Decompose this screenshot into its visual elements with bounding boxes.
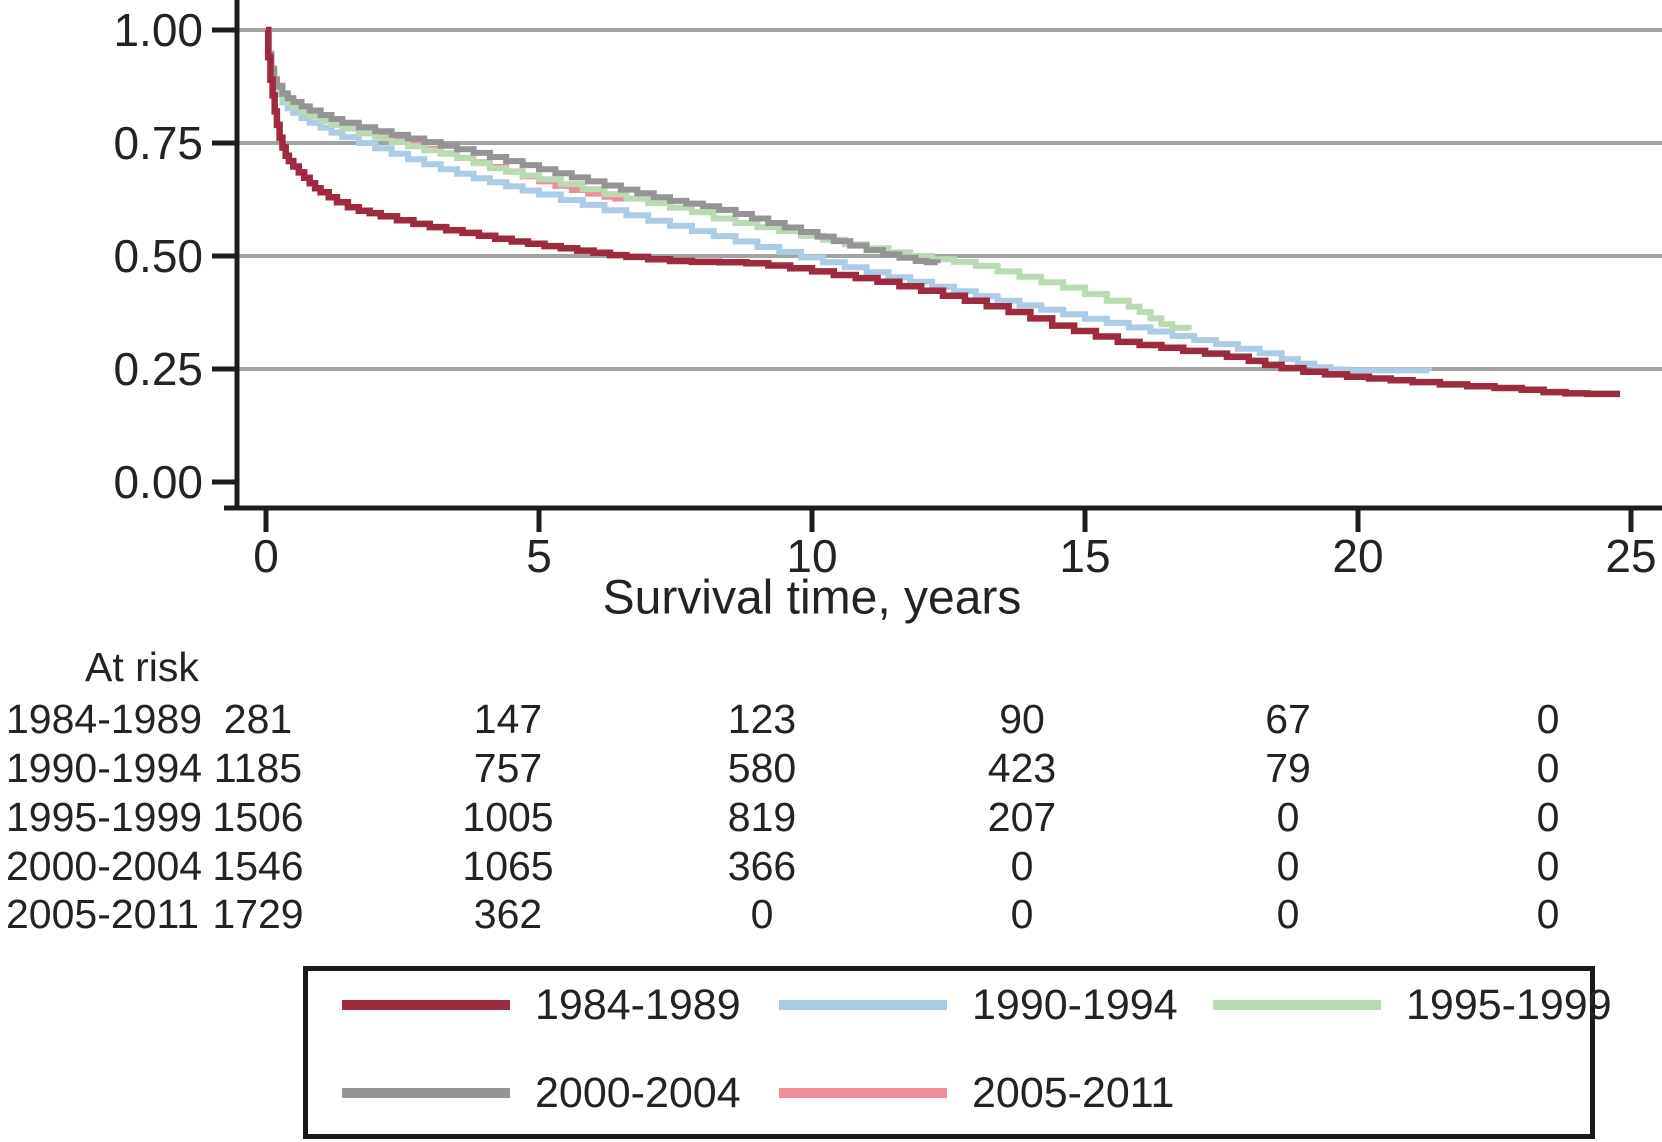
legend-swatch-2000-2004-icon	[342, 1088, 510, 1098]
at-risk-value: 0	[1277, 891, 1300, 937]
y-tick-label: 0.25	[113, 343, 203, 395]
legend-swatch-1990-1994-icon	[779, 1000, 947, 1010]
legend-box: 1984-1989 1990-1994 1995-1999 2000-2004 …	[303, 966, 1612, 1139]
y-tick-label: 0.50	[113, 230, 203, 282]
at-risk-value: 0	[1537, 843, 1560, 889]
at-risk-value: 366	[728, 843, 796, 889]
at-risk-value: 423	[988, 745, 1056, 791]
at-risk-row-label: 2005-2011	[6, 891, 199, 937]
x-axis-title: Survival time, years	[603, 572, 1022, 625]
legend-label-1990-1994: 1990-1994	[972, 980, 1178, 1029]
at-risk-value: 580	[728, 745, 796, 791]
x-tick-label: 5	[526, 530, 552, 582]
at-risk-value: 0	[1011, 843, 1034, 889]
km-curve-1984-1989	[264, 26, 1621, 398]
legend-swatch-1995-1999-icon	[1213, 1000, 1381, 1010]
at-risk-value: 0	[751, 891, 774, 937]
at-risk-value: 819	[728, 794, 796, 840]
at-risk-value: 1506	[212, 794, 303, 840]
legend-item-2005-2011: 2005-2011	[779, 1069, 1174, 1117]
at-risk-row-label: 2000-2004	[6, 843, 202, 889]
at-risk-value: 0	[1277, 843, 1300, 889]
legend-swatch-2005-2011-icon	[779, 1088, 947, 1098]
km-curve-2000-2004	[265, 27, 941, 266]
legend-item-2000-2004: 2000-2004	[342, 1069, 741, 1117]
legend-label-2005-2011: 2005-2011	[972, 1068, 1175, 1117]
legend-label-1984-1989: 1984-1989	[535, 980, 741, 1029]
at-risk-value: 0	[1537, 745, 1560, 791]
y-tick-label: 1.00	[113, 4, 203, 56]
at-risk-value: 0	[1537, 891, 1560, 937]
legend-item-1984-1989: 1984-1989	[342, 981, 741, 1029]
legend-label-2000-2004: 2000-2004	[535, 1068, 741, 1117]
legend-item-1995-1999: 1995-1999	[1213, 981, 1612, 1029]
at-risk-value: 0	[1537, 794, 1560, 840]
km-curve-1995-1999	[265, 27, 1192, 331]
at-risk-value: 1729	[212, 891, 303, 937]
at-risk-value: 0	[1537, 696, 1560, 742]
legend-swatch-1984-1989-icon	[342, 1000, 510, 1010]
at-risk-row-label: 1984-1989	[6, 696, 202, 742]
at-risk-value: 90	[999, 696, 1045, 742]
at-risk-value: 1185	[214, 745, 302, 791]
x-tick-label: 10	[786, 530, 837, 582]
legend-item-1990-1994: 1990-1994	[779, 981, 1178, 1029]
at-risk-value: 207	[988, 794, 1056, 840]
x-tick-label: 0	[253, 530, 279, 582]
at-risk-value: 1005	[462, 794, 553, 840]
km-curve-1990-1994	[265, 27, 1432, 374]
y-tick-label: 0.00	[113, 456, 203, 508]
at-risk-value: 123	[728, 696, 796, 742]
at-risk-value: 1546	[212, 843, 303, 889]
at-risk-row-label: 1995-1999	[6, 794, 202, 840]
at-risk-value: 281	[224, 696, 292, 742]
at-risk-value: 79	[1265, 745, 1311, 791]
y-tick-label: 0.75	[113, 117, 203, 169]
at-risk-row-label: 1990-1994	[6, 745, 202, 791]
legend-label-1995-1999: 1995-1999	[1406, 980, 1612, 1029]
at-risk-value: 362	[474, 891, 542, 937]
at-risk-header: At risk	[85, 644, 199, 690]
x-tick-label: 25	[1605, 530, 1656, 582]
at-risk-value: 757	[474, 745, 542, 791]
at-risk-value: 67	[1265, 696, 1311, 742]
at-risk-value: 0	[1277, 794, 1300, 840]
at-risk-value: 0	[1011, 891, 1034, 937]
at-risk-value: 1065	[462, 843, 553, 889]
x-tick-label: 15	[1059, 530, 1110, 582]
at-risk-value: 147	[474, 696, 542, 742]
x-tick-label: 20	[1332, 530, 1383, 582]
